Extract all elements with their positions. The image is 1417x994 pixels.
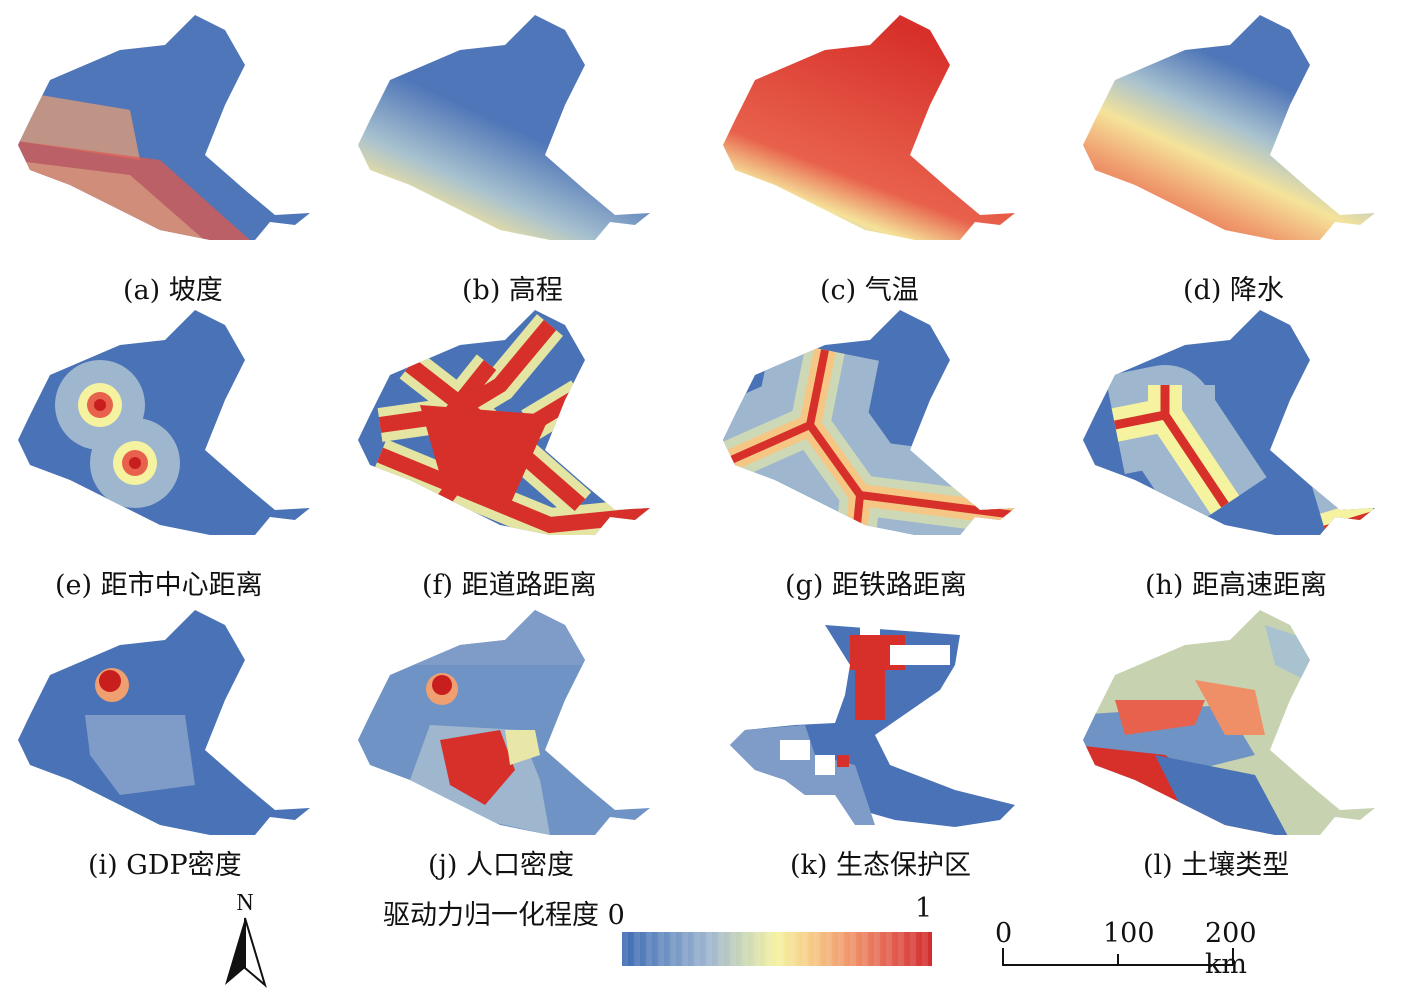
legend-title: 驱动力归一化程度 0 — [383, 900, 625, 931]
panel-roads: (f) 距道路距离 — [350, 305, 690, 605]
population-map — [358, 610, 650, 835]
panel-eco-reserve: (k) 生态保护区 — [715, 605, 1055, 905]
legend-colorbar — [622, 932, 932, 966]
scale-line — [1002, 948, 1234, 966]
roads-map — [358, 310, 650, 535]
soil-map — [1083, 610, 1375, 835]
highway-map — [1083, 310, 1375, 535]
caption-city-center: (e) 距市中心距离 — [55, 570, 263, 601]
scale-label-0: 0 — [995, 918, 1013, 949]
precipitation-map — [1083, 15, 1375, 240]
caption-gdp: (i) GDP密度 — [88, 850, 242, 881]
scale-label-100: 100 — [1103, 918, 1155, 949]
caption-eco-reserve: (k) 生态保护区 — [790, 850, 972, 881]
panel-population: (j) 人口密度 — [350, 605, 690, 905]
caption-temperature: (c) 气温 — [820, 275, 919, 306]
panel-highway: (h) 距高速距离 — [1075, 305, 1415, 605]
caption-slope: (a) 坡度 — [123, 275, 223, 306]
caption-population: (j) 人口密度 — [428, 850, 575, 881]
city-center-map — [18, 310, 310, 535]
panel-railway: (g) 距铁路距离 — [715, 305, 1055, 605]
caption-highway: (h) 距高速距离 — [1145, 570, 1328, 601]
scale-bar: 0 100 200 km — [995, 918, 1275, 980]
panel-slope: (a) 坡度 — [10, 10, 350, 310]
slope-map — [18, 15, 310, 240]
panel-soil: (l) 土壤类型 — [1075, 605, 1415, 905]
caption-precipitation: (d) 降水 — [1183, 275, 1284, 306]
panel-temperature: (c) 气温 — [715, 10, 1055, 310]
panel-gdp: (i) GDP密度 — [10, 605, 350, 905]
legend-max-label: 1 — [915, 893, 933, 924]
caption-soil: (l) 土壤类型 — [1143, 850, 1290, 881]
caption-elevation: (b) 高程 — [462, 275, 563, 306]
railway-map — [723, 310, 1015, 535]
panel-precipitation: (d) 降水 — [1075, 10, 1415, 310]
elevation-map — [358, 15, 650, 240]
gdp-map — [18, 610, 310, 835]
temperature-map — [723, 15, 1015, 240]
north-label: N — [236, 890, 253, 916]
panel-elevation: (b) 高程 — [350, 10, 690, 310]
panel-city-center: (e) 距市中心距离 — [10, 305, 350, 605]
caption-roads: (f) 距道路距离 — [422, 570, 597, 601]
north-arrow: N — [215, 890, 275, 990]
eco-reserve-map — [730, 625, 1015, 827]
caption-railway: (g) 距铁路距离 — [785, 570, 967, 601]
